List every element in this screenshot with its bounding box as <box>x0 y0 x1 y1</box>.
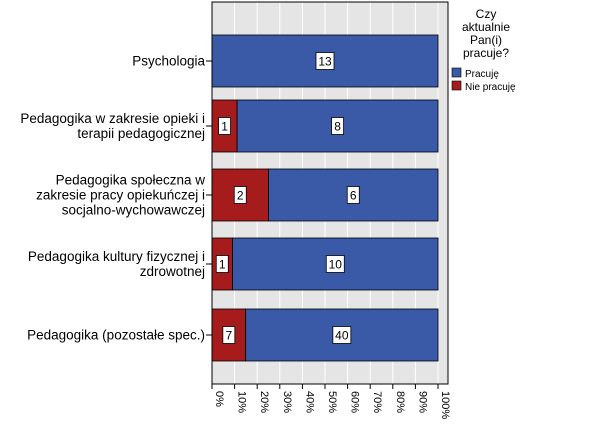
data-label-nie-pracuje: 7 <box>225 329 232 343</box>
data-label-pracuje: 13 <box>318 55 332 69</box>
x-tick-label: 0% <box>213 391 225 407</box>
data-label-nie-pracuje: 2 <box>237 189 244 203</box>
plot-frame <box>211 1 449 385</box>
legend-swatch-pracuje <box>451 67 462 78</box>
category-label: Pedagogika w zakresie opieki i <box>20 111 205 126</box>
category-label: Pedagogika społeczna w <box>56 173 206 188</box>
x-tick-label: 20% <box>258 391 270 413</box>
data-label-box <box>218 117 231 135</box>
legend-title-line-3: Pan(i) <box>470 33 502 47</box>
legend-title-line-1: Czy <box>476 7 497 21</box>
data-label-pracuje: 8 <box>334 120 341 134</box>
category-labels: Psychologia Pedagogika w zakresie opieki … <box>20 54 212 343</box>
data-label-pracuje: 40 <box>335 329 349 343</box>
legend: Czy aktualnie Pan(i) pracuje? Pracuję Ni… <box>451 7 516 93</box>
legend-label-nie-pracuje: Nie pracuję <box>465 82 516 93</box>
data-label-box <box>332 326 352 344</box>
data-label-box <box>215 255 229 273</box>
category-label: Pedagogika (pozostałe spec.) <box>27 328 205 343</box>
data-label-box <box>315 52 335 70</box>
data-label-nie-pracuje: 1 <box>219 258 226 272</box>
x-tick-label: 50% <box>326 391 338 413</box>
x-tick-label: 60% <box>349 391 361 413</box>
data-label-nie-pracuje: 1 <box>221 120 228 134</box>
category-label: zakresie pracy opiekuńczej i <box>36 188 205 203</box>
data-label-box <box>233 186 247 204</box>
legend-title-line-2: aktualnie <box>462 20 510 34</box>
legend-label-pracuje: Pracuję <box>465 69 499 80</box>
data-label-pracuje: 6 <box>350 189 357 203</box>
category-label: socjalno-wychowawczej <box>62 203 205 218</box>
legend-swatch-nie-pracuje <box>451 80 462 91</box>
data-label-box <box>222 326 236 344</box>
x-tick-label: 10% <box>236 391 248 413</box>
x-axis: 0% 10% 20% 30% 40% 50% 60% 70% 80% 90% 100% <box>211 384 451 419</box>
x-tick-label: 30% <box>281 391 293 413</box>
x-tick-label: 100% <box>439 391 451 419</box>
legend-title-line-4: pracuje? <box>463 46 509 60</box>
data-label-box <box>331 117 344 135</box>
category-label: Pedagogika kultury fizycznej i <box>28 249 205 264</box>
x-tick-label: 70% <box>371 391 383 413</box>
category-label: terapii pedagogicznej <box>77 126 205 141</box>
x-tick-label: 40% <box>303 391 315 413</box>
x-tick-label: 80% <box>394 391 406 413</box>
category-label: Psychologia <box>132 54 205 69</box>
category-label: zdrowotnej <box>140 264 205 279</box>
x-tick-label: 90% <box>416 391 428 413</box>
data-label-box <box>346 186 360 204</box>
data-label-box <box>325 255 345 273</box>
bars: 13 1 8 2 6 1 10 7 40 <box>211 34 439 362</box>
data-label-pracuje: 10 <box>329 258 343 272</box>
